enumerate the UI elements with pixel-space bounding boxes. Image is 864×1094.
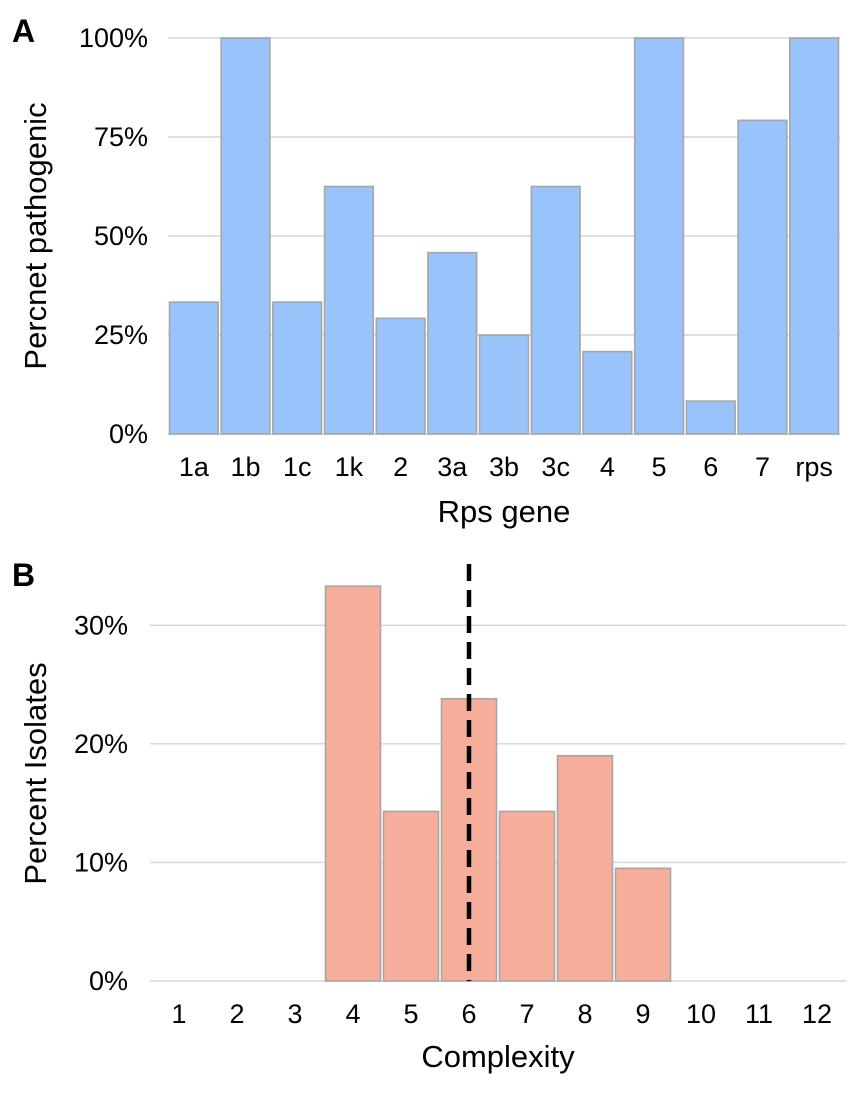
x-tick-label: 12	[802, 999, 832, 1029]
y-tick-label: 100%	[79, 23, 148, 53]
y-axis-title: Percent Isolates	[18, 662, 53, 884]
x-tick-label: 2	[229, 999, 244, 1029]
x-tick-label: 11	[745, 999, 773, 1029]
x-tick-label: 8	[577, 999, 592, 1029]
x-tick-label: 9	[635, 999, 650, 1029]
x-tick-label: 3a	[437, 452, 468, 482]
bar-5	[382, 810, 440, 982]
bar-1b	[220, 37, 271, 435]
panel-label: A	[12, 13, 35, 49]
y-tick-label: 30%	[74, 610, 128, 640]
bar-1a	[168, 301, 219, 435]
y-axis-title: Percnet pathogenic	[18, 102, 53, 369]
bar-rps	[789, 37, 840, 435]
bar-3b	[478, 334, 530, 435]
y-tick-label: 25%	[94, 320, 148, 350]
x-tick-label: 4	[345, 999, 360, 1029]
y-tick-label: 75%	[94, 122, 148, 152]
x-tick-label: 2	[393, 452, 408, 482]
bar-1k	[323, 185, 375, 435]
x-tick-label: 1c	[283, 452, 312, 482]
x-tick-label: 5	[652, 452, 667, 482]
x-tick-label: 4	[600, 452, 615, 482]
x-tick-label: 6	[703, 452, 718, 482]
x-tick-label: 7	[519, 999, 534, 1029]
bar-4	[324, 585, 382, 982]
bar-3c	[530, 185, 581, 435]
bar-1c	[272, 301, 323, 435]
bar-9	[614, 867, 672, 982]
bar-7	[737, 119, 788, 435]
x-axis-title: Complexity	[421, 1039, 575, 1074]
x-tick-label: 6	[461, 999, 476, 1029]
bar-3a	[427, 251, 478, 435]
x-tick-label: 7	[755, 452, 770, 482]
bar-5	[633, 37, 685, 435]
x-tick-label: 1k	[335, 452, 364, 482]
panel-label: B	[12, 557, 35, 593]
y-tick-label: 50%	[94, 221, 148, 251]
x-tick-label: 1a	[179, 452, 210, 482]
panel-b: 0%10%20%30%1 2 3 4 5 6 7 8 9 10 11 12ComplexityPerc…	[12, 557, 846, 1074]
x-tick-label: 3	[287, 999, 302, 1029]
x-tick-label: 3b	[489, 452, 519, 482]
y-tick-label: 20%	[74, 729, 128, 759]
y-tick-label: 10%	[74, 847, 128, 877]
x-tick-label: rps	[795, 452, 833, 482]
x-tick-label: 1b	[231, 452, 261, 482]
bar-7	[498, 810, 556, 982]
bar-8	[556, 754, 614, 982]
bar-6	[685, 400, 736, 435]
x-tick-label: 3c	[541, 452, 570, 482]
bar-2	[375, 317, 426, 435]
x-tick-label: 10	[686, 999, 716, 1029]
x-tick-label: 5	[403, 999, 418, 1029]
x-tick-label: 1	[171, 999, 186, 1029]
y-tick-label: 0%	[109, 419, 148, 449]
bar-4	[582, 350, 633, 435]
panel-a: 0% 25% 50% 75% 100% 1a 1b 1c 1k 2 3a 3b 3c 4 5 6 7 rps Rps…	[12, 13, 840, 529]
x-axis-title: Rps gene	[438, 494, 571, 529]
y-tick-label: 0%	[89, 966, 128, 996]
